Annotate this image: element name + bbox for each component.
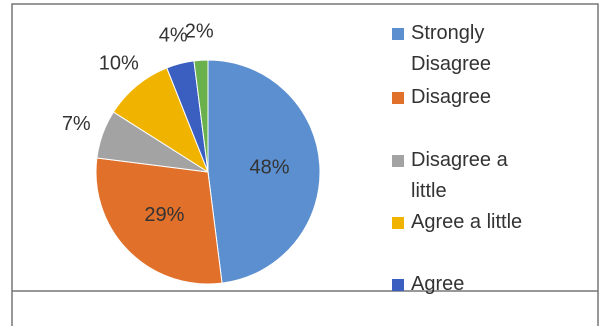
legend-label: Strongly Disagree bbox=[411, 22, 492, 75]
data-label: 48% bbox=[249, 156, 289, 178]
legend-swatch bbox=[392, 92, 404, 104]
legend-label: Agree bbox=[411, 273, 465, 295]
legend-swatch bbox=[392, 279, 404, 291]
legend-swatch bbox=[392, 155, 404, 167]
legend-label: Agree a little bbox=[411, 211, 523, 233]
legend-item: Strongly Disagree bbox=[392, 18, 542, 80]
legend-item: Disagree bbox=[392, 82, 542, 113]
frame bbox=[11, 3, 599, 326]
legend-item: Agree bbox=[392, 269, 542, 300]
data-label: 4% bbox=[159, 25, 188, 47]
data-label: 10% bbox=[99, 52, 139, 74]
data-label: 29% bbox=[144, 204, 184, 226]
legend-label: Disagree a little bbox=[411, 149, 508, 202]
pie-slice bbox=[193, 59, 209, 173]
legend-label: Disagree bbox=[411, 86, 492, 108]
data-label: 2% bbox=[185, 21, 214, 43]
legend-item: Agree a little bbox=[392, 207, 542, 238]
pie-slice bbox=[207, 59, 321, 284]
legend-swatch bbox=[392, 217, 404, 229]
legend-swatch bbox=[392, 28, 404, 40]
legend-item: Disagree a little bbox=[392, 145, 542, 207]
data-label: 7% bbox=[62, 113, 91, 135]
pie-slice bbox=[95, 157, 223, 285]
